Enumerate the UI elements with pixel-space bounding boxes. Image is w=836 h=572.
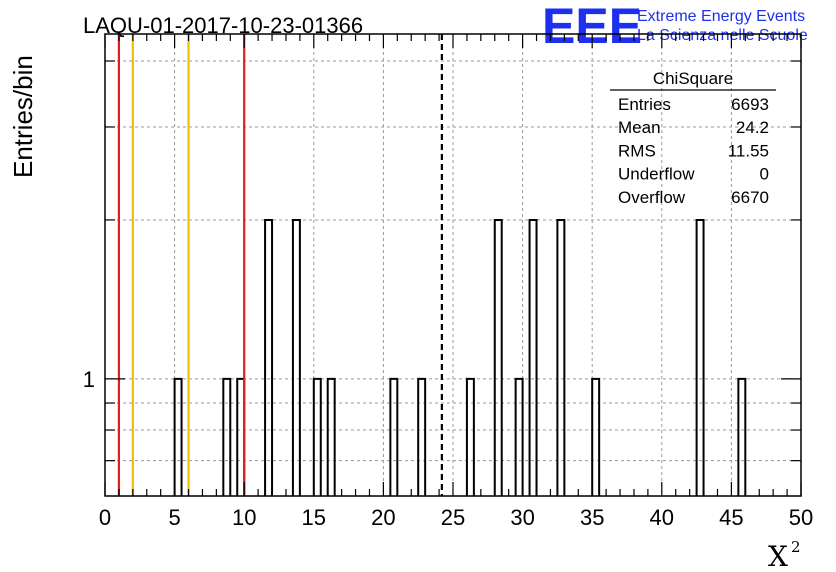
stats-row-value: 24.2: [736, 118, 769, 137]
stats-row-label: Mean: [618, 118, 661, 137]
x-axis-ticks: 0 5 10 15 20 25 30 35 40 45 50: [99, 34, 813, 530]
stats-row-value: 6670: [731, 188, 769, 207]
histogram-bar: [737, 377, 747, 496]
histogram-bar: [514, 377, 524, 496]
x-tick-label: 0: [99, 505, 111, 530]
stats-row-value: 6693: [731, 95, 769, 114]
stats-row-value: 11.55: [728, 141, 769, 160]
x-tick-label: 30: [510, 505, 534, 530]
x-tick-label: 50: [789, 505, 813, 530]
histogram-bar: [312, 377, 322, 496]
x-axis-label-superscript: 2: [791, 538, 801, 556]
stats-box: ChiSquare Entries 6693 Mean 24.2 RMS 11.55 Und…: [610, 69, 776, 207]
histogram-bar: [465, 377, 475, 496]
histogram-bar: [173, 377, 183, 496]
histogram-bar: [556, 218, 566, 496]
stats-row-label: Underflow: [618, 165, 695, 184]
grid-lines: [105, 34, 801, 496]
x-tick-label: 45: [719, 505, 743, 530]
histogram-bar: [222, 377, 232, 496]
x-axis-label-base: X: [768, 540, 788, 572]
histogram-bar: [264, 218, 274, 496]
x-tick-label: 40: [650, 505, 674, 530]
x-tick-label: 10: [232, 505, 256, 530]
y-axis-ticks: 1: [83, 60, 801, 462]
stats-box-title: ChiSquare: [653, 69, 733, 88]
x-tick-label: 15: [302, 505, 326, 530]
stats-row-label: RMS: [618, 141, 656, 160]
x-tick-label: 20: [371, 505, 395, 530]
stats-row-label: Overflow: [618, 188, 686, 207]
logo-line-1: Extreme Energy Events: [637, 8, 805, 25]
x-tick-label: 5: [168, 505, 180, 530]
histogram-bar: [591, 377, 601, 496]
reference-lines: [117, 34, 443, 496]
stats-row-label: Entries: [618, 95, 671, 114]
x-tick-label: 35: [580, 505, 604, 530]
histogram-bars: [173, 218, 747, 496]
histogram-bar: [291, 218, 301, 496]
histogram-bar: [695, 218, 705, 496]
histogram-bar: [493, 218, 503, 496]
y-axis-label: Entries/bin: [8, 55, 38, 178]
eee-logo: EEE Extreme Energy Events La Scienza nel…: [542, 0, 808, 54]
stats-box-rows: Entries 6693 Mean 24.2 RMS 11.55 Underflow 0 Ove…: [618, 95, 769, 207]
logo-line-2: La Scienza nelle Scuole: [637, 27, 808, 44]
histogram-bar: [528, 218, 538, 496]
histogram-bar: [417, 377, 427, 496]
histogram-bar: [326, 377, 336, 496]
histogram-bar: [389, 377, 399, 496]
stats-row-value: 0: [760, 165, 769, 184]
y-tick-label: 1: [83, 367, 95, 392]
x-tick-label: 25: [441, 505, 465, 530]
x-axis-label: X 2: [768, 538, 801, 572]
